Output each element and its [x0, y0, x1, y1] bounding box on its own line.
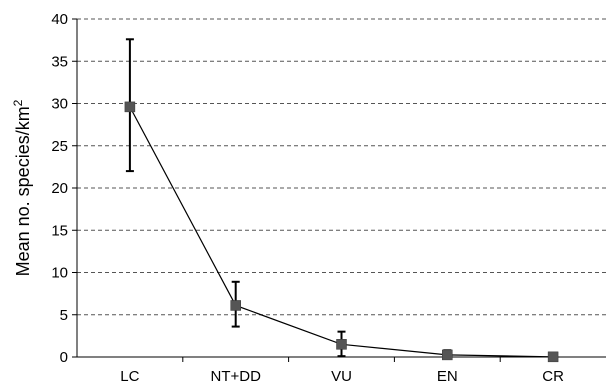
y-tick-label: 10: [51, 265, 68, 282]
data-point: [124, 101, 136, 113]
y-axis-title-superscript: 2: [11, 99, 25, 106]
y-tick-label: 5: [60, 307, 68, 324]
x-tick-label: EN: [437, 368, 458, 385]
y-tick-label: 15: [51, 222, 68, 239]
error-bars: [125, 38, 558, 358]
x-tick-label: CR: [542, 368, 564, 385]
series-line: [129, 106, 554, 358]
x-tick-label: NT+DD: [210, 368, 261, 385]
x-tick-label: VU: [331, 368, 352, 385]
data-point: [230, 300, 241, 311]
data-point: [442, 349, 453, 361]
y-axis: 0 5 10 15 20 25 30 35 40: [51, 11, 78, 366]
y-axis-title: Mean no. species/km2: [11, 99, 33, 276]
x-axis: LC NT+DD VU EN CR: [77, 356, 606, 385]
y-tick-label: 35: [51, 53, 68, 70]
series-polyline: [129, 106, 554, 358]
y-tick-label: 20: [51, 180, 68, 197]
data-point: [336, 339, 347, 350]
y-tick-label: 30: [51, 96, 68, 113]
y-tick-label: 25: [51, 138, 68, 155]
y-tick-label: 0: [60, 349, 68, 366]
x-tick-label: LC: [120, 368, 139, 385]
data-point: [547, 351, 559, 363]
grid-lines: [77, 18, 606, 316]
y-tick-label: 40: [51, 11, 68, 28]
data-points: [124, 101, 559, 363]
